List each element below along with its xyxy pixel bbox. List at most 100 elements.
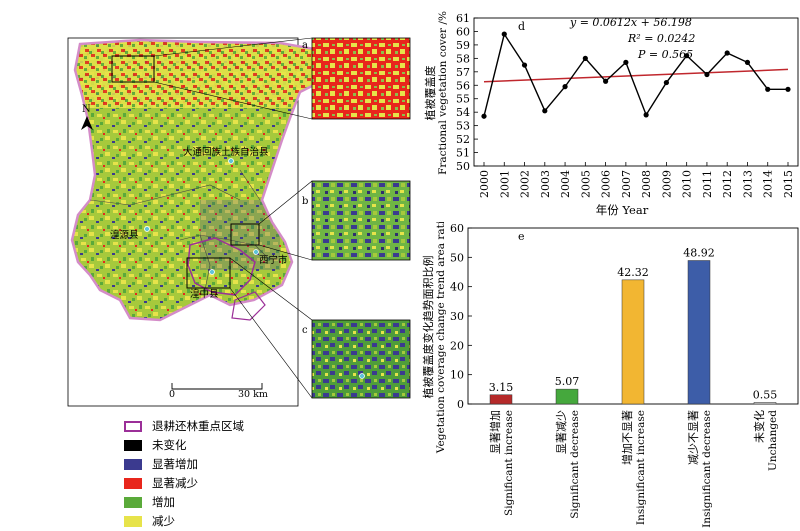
bar-value-label: 5.07 (555, 375, 580, 388)
bar-4 (753, 402, 777, 405)
y-tick-label-e: 60 (450, 222, 464, 235)
data-point-2003 (542, 108, 548, 114)
x-category-label-cn: 减少不显著 (686, 410, 700, 465)
north-arrow-icon (81, 116, 93, 130)
data-point-2007 (623, 59, 629, 65)
x-tick-label-d: 2010 (681, 170, 694, 198)
data-point-2011 (704, 71, 710, 78)
legend-swatch-black (124, 439, 142, 451)
x-tick-label-d: 2012 (721, 170, 734, 198)
y-tick-label-d: 57 (456, 66, 470, 79)
label-huangyuan: 湟源县 (110, 229, 139, 241)
x-tick-label-d: 2015 (782, 170, 795, 198)
inset-panel-b (311, 180, 411, 261)
legend-label: 显著增加 (152, 457, 198, 471)
map-frame (67, 37, 299, 407)
legend-label: 减少 (152, 514, 175, 528)
scale-distance: 30 km (238, 389, 268, 400)
bar-value-label: 42.32 (617, 266, 649, 279)
fvc-series-line (483, 32, 788, 117)
y-tick-label-d: 61 (456, 12, 470, 25)
y-tick-label-d: 59 (456, 39, 470, 52)
data-point-2010 (684, 53, 690, 59)
trend-line (483, 68, 789, 83)
legend-label: 显著减少 (152, 476, 198, 490)
inset-box-a (111, 55, 155, 83)
x-tick-label-d: 2013 (741, 170, 754, 198)
north-label: N (82, 104, 91, 115)
data-point-2002 (521, 62, 528, 68)
label-xining: 西宁市 (259, 254, 288, 266)
x-tick-label-d: 2001 (498, 170, 511, 198)
y-tick-label-e: 50 (450, 251, 464, 264)
data-point-2000 (481, 113, 487, 119)
y-tick-label-e: 20 (450, 339, 464, 352)
town-marker-xining (253, 249, 259, 255)
y-tick-label-e: 40 (450, 281, 464, 294)
y-tick-label-d: 56 (456, 79, 470, 92)
bar-2 (621, 279, 645, 405)
inset-panel-a (311, 37, 411, 120)
panel-label-d: d (518, 20, 525, 33)
bar-value-label: 3.15 (489, 381, 514, 394)
legend-item-unchanged: 未变化 (124, 437, 187, 453)
legend-label: 退耕还林重点区域 (152, 419, 244, 433)
legend-item-increase: 增加 (124, 494, 175, 510)
inset-panel-c (311, 319, 411, 399)
data-point-2006 (603, 78, 609, 84)
x-category-label-cn: 显著增加 (488, 410, 502, 454)
key-area-outline-2 (231, 291, 266, 321)
legend-swatch-blue (124, 458, 142, 470)
x-axis-label-d: 年份 Year (596, 203, 649, 217)
data-point-2008 (643, 112, 649, 118)
x-tick-label-d: 2002 (519, 170, 532, 198)
district-boundaries (89, 169, 271, 291)
plot-frame-d (473, 17, 799, 167)
y-tick-label-d: 54 (456, 106, 470, 119)
y-tick-label-d: 52 (456, 133, 470, 146)
x-tick-label-d: 2008 (640, 170, 653, 198)
scale-zero: 0 (169, 389, 175, 400)
y-tick-label-e: 30 (450, 310, 464, 323)
data-point-2012 (724, 50, 730, 56)
x-category-label-en: Significant decrease (569, 410, 581, 519)
y-axis-label-d-en: Fractional vegetation cover /% (437, 11, 449, 175)
scale-bar (171, 383, 263, 390)
vegetation-change-map: N 大通回族土族自治县 湟源县 西宁市 湟中县 0 30 km a b c (67, 37, 411, 407)
label-huangzhong: 湟中县 (190, 288, 219, 300)
y-axis-label-d-cn: 植被覆盖度 (423, 66, 437, 121)
legend-swatch-yellow (124, 515, 142, 527)
bar-value-label: 48.92 (683, 247, 715, 260)
x-category-label-en: Insignificant increase (635, 410, 647, 525)
legend-label: 增加 (152, 495, 175, 509)
y-axis-label-e-en: Vegetation coverage change trend area ra… (435, 222, 447, 454)
y-tick-label-d: 55 (456, 93, 470, 106)
inset-label-b: b (302, 196, 308, 207)
data-point-2001 (501, 31, 507, 37)
inset-box-b (230, 223, 260, 246)
x-category-label-en: Unchanged (767, 410, 779, 471)
x-category-label-cn: 显著减少 (554, 410, 568, 454)
legend-swatch-outline (124, 420, 142, 432)
x-tick-label-d: 2006 (600, 170, 613, 198)
regression-r2: R² = 0.0242 (627, 32, 695, 45)
x-tick-label-d: 2005 (579, 170, 592, 198)
x-tick-label-d: 2014 (762, 170, 775, 198)
bar-3 (687, 260, 711, 405)
bar-1 (555, 388, 579, 405)
x-tick-label-d: 2007 (620, 170, 633, 198)
x-category-label-cn: 增加不显著 (620, 410, 634, 465)
y-tick-label-e: 0 (457, 398, 464, 411)
y-tick-label-d: 53 (456, 120, 470, 133)
y-tick-label-d: 50 (456, 160, 470, 173)
data-point-2009 (663, 79, 669, 86)
x-tick-label-d: 2000 (478, 170, 491, 198)
inset-label-c: c (302, 325, 308, 336)
regression-equation: y = 0.0612x + 56.198 (569, 16, 692, 29)
data-point-2014 (765, 86, 771, 92)
town-marker-huangyuan (144, 226, 150, 232)
trend-area-bar-chart: 0 10 20 30 40 50 60 显著增加 Significant increase 显著减… (421, 222, 799, 528)
data-point-2005 (582, 55, 588, 61)
y-tick-label-e: 10 (450, 369, 464, 382)
